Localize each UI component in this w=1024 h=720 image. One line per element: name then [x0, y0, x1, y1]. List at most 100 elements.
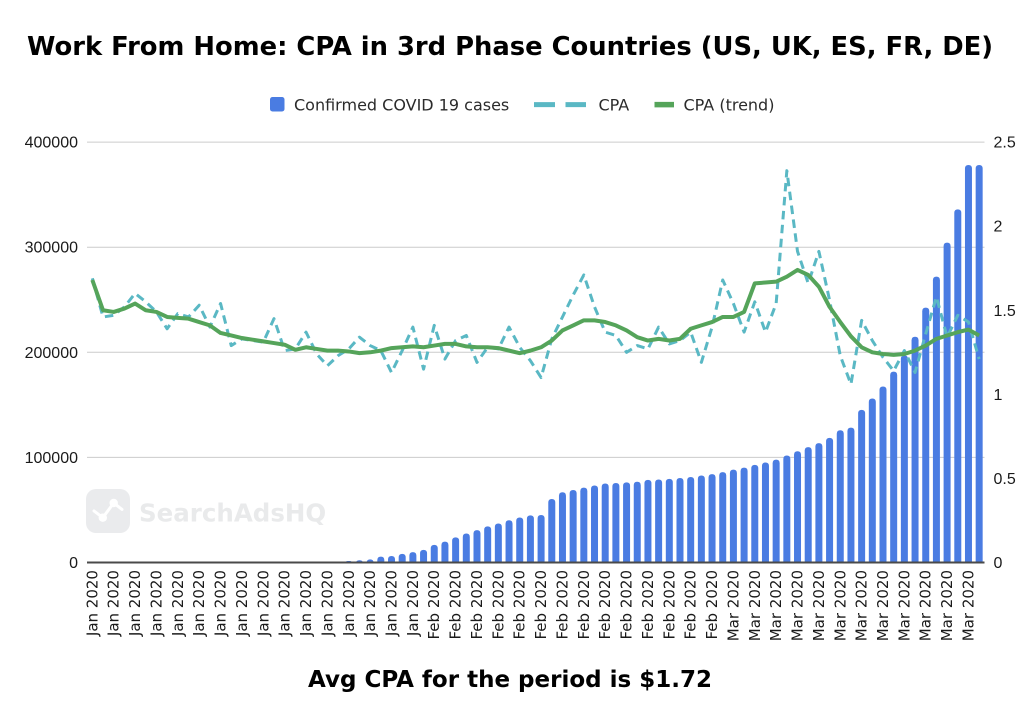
bar	[783, 455, 791, 564]
bar	[676, 477, 684, 564]
x-axis-label: Mar 2020	[789, 570, 807, 641]
x-axis-label: Jan 2020	[169, 570, 187, 637]
x-axis-label: Feb 2020	[618, 570, 636, 640]
x-axis-label: Jan 2020	[254, 570, 272, 637]
x-axis-label: Jan 2020	[318, 570, 336, 637]
y-axis-label-left: 400000	[25, 135, 78, 152]
bar	[932, 276, 940, 564]
x-axis-label: Feb 2020	[511, 570, 529, 640]
bar	[772, 459, 780, 564]
x-axis-label: Mar 2020	[831, 570, 849, 641]
x-axis-label: Jan 2020	[212, 570, 230, 637]
bar	[890, 371, 898, 564]
bar	[975, 164, 983, 564]
y-axis-label-right: 2.5	[994, 135, 1016, 152]
bar	[804, 447, 812, 564]
x-axis-label: Jan 2020	[83, 570, 101, 637]
bar	[591, 485, 599, 564]
y-axis-label-left: 100000	[25, 450, 78, 467]
cpa-trend-line-series	[90, 267, 981, 357]
y-axis-label-left: 200000	[25, 345, 78, 362]
bar	[740, 467, 748, 564]
bar	[580, 487, 588, 564]
legend-label-cpa: CPA	[599, 96, 630, 115]
bar	[452, 537, 460, 564]
bar	[516, 517, 524, 564]
bar	[826, 437, 834, 564]
x-axis-label: Mar 2020	[810, 570, 828, 641]
x-axis-label: Feb 2020	[660, 570, 678, 640]
x-axis-label: Jan 2020	[276, 570, 294, 637]
bar	[687, 476, 695, 564]
x-axis-label: Mar 2020	[895, 570, 913, 641]
bar	[623, 482, 631, 564]
bar	[794, 451, 802, 564]
x-axis-label: Jan 2020	[190, 570, 208, 637]
x-axis-label: Mar 2020	[917, 570, 935, 641]
x-axis-label: Mar 2020	[959, 570, 977, 641]
x-axis-label: Mar 2020	[853, 570, 871, 641]
x-axis-label: Mar 2020	[938, 570, 956, 641]
y-axis-label-left: 300000	[25, 240, 78, 257]
x-axis-label: Jan 2020	[147, 570, 165, 637]
bar	[879, 386, 887, 564]
x-axis-label: Jan 2020	[404, 570, 422, 637]
bar	[836, 430, 844, 564]
chart-title: Work From Home: CPA in 3rd Phase Countri…	[27, 32, 993, 62]
bar	[815, 443, 823, 564]
x-axis-label: Jan 2020	[340, 570, 358, 637]
y-axis-labels-left: 0 100000 200000 300000 400000	[25, 135, 78, 572]
bar	[858, 409, 866, 564]
x-axis-label: Feb 2020	[532, 570, 550, 640]
x-axis-label: Jan 2020	[297, 570, 315, 637]
x-axis-label: Feb 2020	[489, 570, 507, 640]
y-axis-label-left: 0	[69, 555, 78, 572]
legend: Confirmed COVID 19 cases CPA CPA (trend)	[270, 96, 774, 115]
x-axis-label: Jan 2020	[126, 570, 144, 637]
x-axis-label: Feb 2020	[468, 570, 486, 640]
y-axis-label-right: 2	[994, 219, 1003, 236]
bar	[644, 479, 652, 564]
bar-series	[313, 164, 983, 564]
bar	[473, 530, 481, 564]
x-axis-label: Jan 2020	[233, 570, 251, 637]
bar	[484, 526, 492, 564]
x-axis-label: Feb 2020	[682, 570, 700, 640]
bar	[943, 242, 951, 564]
bar	[697, 475, 705, 564]
y-axis-label-right: 1.5	[994, 303, 1016, 320]
x-axis-label: Feb 2020	[447, 570, 465, 640]
watermark-text: SearchAdsHQ	[139, 499, 326, 528]
bar	[922, 307, 930, 564]
x-axis-label: Jan 2020	[361, 570, 379, 637]
bar	[548, 499, 556, 564]
bar	[868, 398, 876, 564]
bar	[409, 552, 417, 564]
bar	[633, 481, 641, 564]
x-axis-label: Jan 2020	[383, 570, 401, 637]
bar	[420, 549, 428, 564]
bar	[761, 462, 769, 564]
bar	[900, 355, 908, 564]
bar	[430, 544, 438, 564]
y-axis-labels-right: 0 0.5 1 1.5 2 2.5	[994, 135, 1016, 572]
x-axis-label: Feb 2020	[575, 570, 593, 640]
watermark-pulse-dot-right	[109, 498, 118, 508]
bar	[398, 553, 406, 564]
chart-caption: Avg CPA for the period is $1.72	[308, 667, 712, 693]
x-axis-label: Mar 2020	[724, 570, 742, 641]
bar	[911, 336, 919, 564]
x-axis-label: Feb 2020	[425, 570, 443, 640]
watermark: SearchAdsHQ	[86, 489, 326, 533]
bar	[601, 483, 609, 564]
watermark-pulse-dot-left	[98, 513, 107, 522]
legend-marker-confirmed-cases	[270, 97, 285, 112]
watermark-pulse-icon	[92, 501, 124, 520]
legend-label-confirmed-cases: Confirmed COVID 19 cases	[294, 96, 509, 115]
legend-label-cpa-trend: CPA (trend)	[684, 96, 775, 115]
bar	[612, 483, 620, 564]
bar	[441, 541, 449, 564]
y-axis-label-right: 1	[994, 387, 1003, 404]
cpa-trend-line	[90, 267, 981, 357]
